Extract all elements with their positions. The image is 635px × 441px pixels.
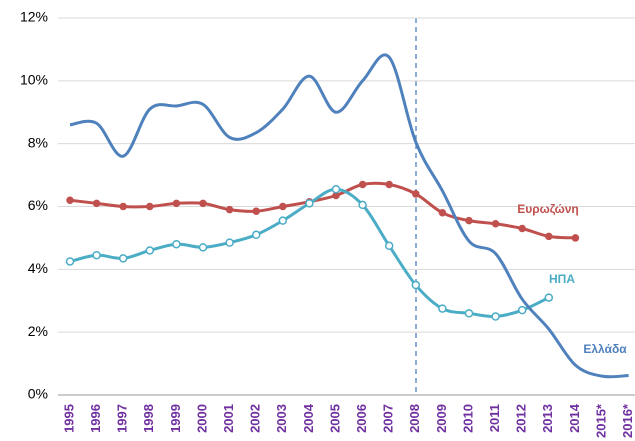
x-tick-label: 2001 bbox=[221, 404, 236, 433]
data-point bbox=[358, 200, 367, 210]
x-tick-label: 2012 bbox=[514, 404, 529, 433]
x-tick-label: 2010 bbox=[460, 404, 475, 433]
data-point bbox=[119, 202, 127, 211]
data-point bbox=[491, 312, 500, 321]
data-point bbox=[146, 202, 154, 211]
series-label: Ελλάδα bbox=[583, 342, 627, 356]
x-tick-label: 2008 bbox=[407, 404, 422, 433]
x-tick-label: 2016* bbox=[620, 403, 635, 438]
y-tick-label: 8% bbox=[28, 134, 48, 150]
data-point bbox=[118, 254, 128, 263]
y-tick-label: 0% bbox=[28, 386, 48, 402]
data-point bbox=[385, 180, 393, 189]
x-tick-label: 2011 bbox=[487, 404, 502, 432]
data-point bbox=[199, 199, 207, 208]
data-point bbox=[465, 216, 473, 225]
data-point bbox=[438, 304, 447, 313]
data-point bbox=[251, 230, 261, 240]
data-point bbox=[412, 190, 420, 198]
x-tick-label: 2015* bbox=[593, 403, 608, 438]
x-tick-label: 2009 bbox=[434, 404, 449, 433]
data-point bbox=[464, 309, 474, 318]
x-tick-label: 1999 bbox=[168, 404, 183, 433]
data-point bbox=[491, 220, 500, 228]
x-tick-label: 2013 bbox=[540, 404, 555, 433]
x-tick-label: 2007 bbox=[381, 404, 396, 433]
x-tick-label: 2006 bbox=[354, 404, 369, 433]
data-point bbox=[225, 205, 234, 214]
data-point bbox=[66, 196, 74, 204]
y-tick-label: 2% bbox=[28, 323, 48, 339]
x-tick-label: 1996 bbox=[88, 404, 103, 433]
data-point bbox=[279, 202, 287, 211]
x-tick-label: 2000 bbox=[194, 404, 209, 433]
data-point bbox=[517, 305, 527, 315]
x-tick-label: 1995 bbox=[61, 404, 76, 433]
x-tick-label: 1998 bbox=[141, 404, 156, 433]
x-tick-label: 2014 bbox=[567, 403, 582, 433]
data-point bbox=[411, 280, 421, 290]
x-tick-label: 2004 bbox=[301, 403, 316, 433]
data-point bbox=[358, 180, 367, 189]
series-label: Ευρωζώνη bbox=[517, 202, 579, 216]
data-point bbox=[384, 241, 394, 251]
y-tick-label: 6% bbox=[28, 197, 48, 213]
data-point bbox=[172, 239, 181, 249]
data-point bbox=[65, 257, 75, 266]
data-point bbox=[198, 243, 208, 252]
series-line bbox=[69, 53, 629, 379]
data-point bbox=[545, 232, 553, 241]
x-tick-label: 2002 bbox=[248, 404, 263, 433]
data-point bbox=[172, 199, 181, 208]
series-label: ΗΠΑ bbox=[549, 272, 575, 286]
data-point bbox=[225, 238, 234, 247]
x-tick-label: 1997 bbox=[115, 404, 130, 433]
data-point bbox=[305, 199, 314, 208]
data-point bbox=[92, 250, 101, 260]
data-point bbox=[518, 224, 526, 233]
y-tick-label: 12% bbox=[20, 9, 48, 25]
data-point bbox=[571, 234, 580, 242]
y-tick-label: 10% bbox=[20, 72, 48, 88]
data-point bbox=[278, 216, 288, 225]
data-point bbox=[438, 209, 447, 217]
data-point bbox=[544, 293, 554, 302]
x-tick-label: 2003 bbox=[274, 404, 289, 433]
data-point bbox=[92, 199, 101, 208]
data-point bbox=[252, 207, 260, 215]
x-tick-label: 2005 bbox=[327, 404, 342, 433]
data-point bbox=[331, 184, 341, 194]
y-tick-label: 4% bbox=[28, 260, 48, 276]
series-line bbox=[69, 181, 576, 240]
data-point bbox=[145, 246, 155, 255]
